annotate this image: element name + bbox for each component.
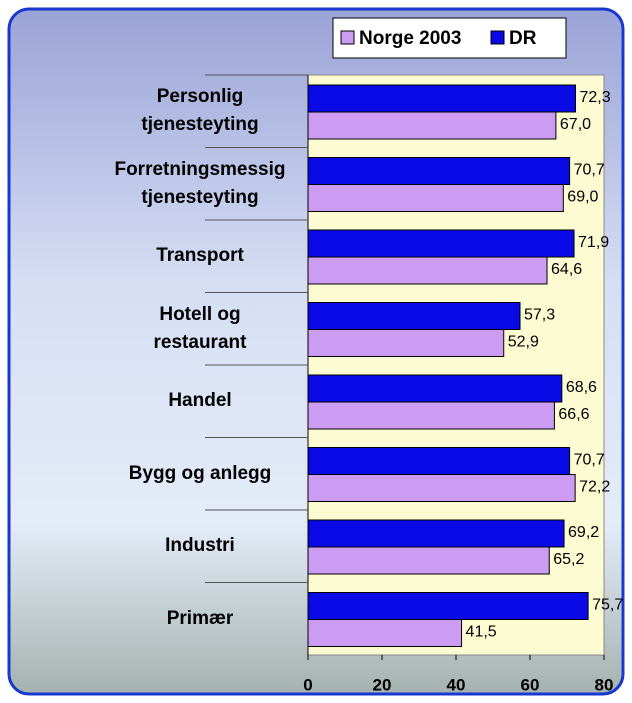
x-tick-label: 0 [303, 675, 312, 694]
bar [307, 184, 564, 212]
value-label: 57,3 [524, 307, 555, 324]
x-tick-label: 20 [373, 675, 392, 694]
bar [307, 229, 575, 258]
value-label: 75,7 [592, 597, 623, 614]
category-label: Forretningsmessig tjenesteyting [114, 158, 286, 208]
value-label: 65,2 [553, 551, 584, 568]
category-label: Handel [168, 390, 232, 412]
bar [307, 374, 563, 403]
x-tick-label: 40 [447, 675, 466, 694]
bar [307, 302, 521, 330]
value-label: 72,3 [580, 89, 611, 106]
bar [307, 84, 577, 113]
bar [307, 447, 571, 475]
bar [307, 256, 548, 285]
value-label: 70,7 [574, 452, 605, 469]
bar [307, 401, 555, 430]
x-tick-label: 60 [521, 675, 540, 694]
value-label: 67,0 [560, 116, 591, 133]
bar [307, 592, 589, 620]
category-label: Industri [165, 535, 235, 557]
bar [307, 519, 565, 548]
value-label: 69,0 [567, 189, 598, 206]
category-label: Primær [166, 607, 234, 629]
category-label: Personlig tjenesteyting [141, 86, 259, 136]
value-label: 70,7 [574, 162, 605, 179]
bar [307, 111, 557, 140]
value-label: 64,6 [551, 261, 582, 278]
category-label: Hotell og restaurant [153, 303, 247, 353]
value-label: 41,5 [466, 624, 497, 641]
value-label: 66,6 [558, 406, 589, 423]
legend-label: DR [509, 28, 537, 49]
value-label: 69,2 [568, 524, 599, 541]
legend-swatch [490, 30, 505, 45]
bar [307, 619, 463, 647]
value-label: 52,9 [508, 334, 539, 351]
category-label: Bygg og anlegg [128, 462, 272, 484]
legend [332, 17, 567, 59]
category-label: Transport [156, 245, 244, 267]
bar [307, 546, 550, 575]
legend-label: Norge 2003 [359, 28, 461, 49]
value-label: 68,6 [566, 379, 597, 396]
bar [307, 329, 505, 357]
value-label: 71,9 [578, 234, 609, 251]
x-tick-label: 80 [595, 675, 614, 694]
value-label: 72,2 [579, 479, 610, 496]
bar [307, 474, 576, 502]
legend-swatch [340, 30, 355, 45]
